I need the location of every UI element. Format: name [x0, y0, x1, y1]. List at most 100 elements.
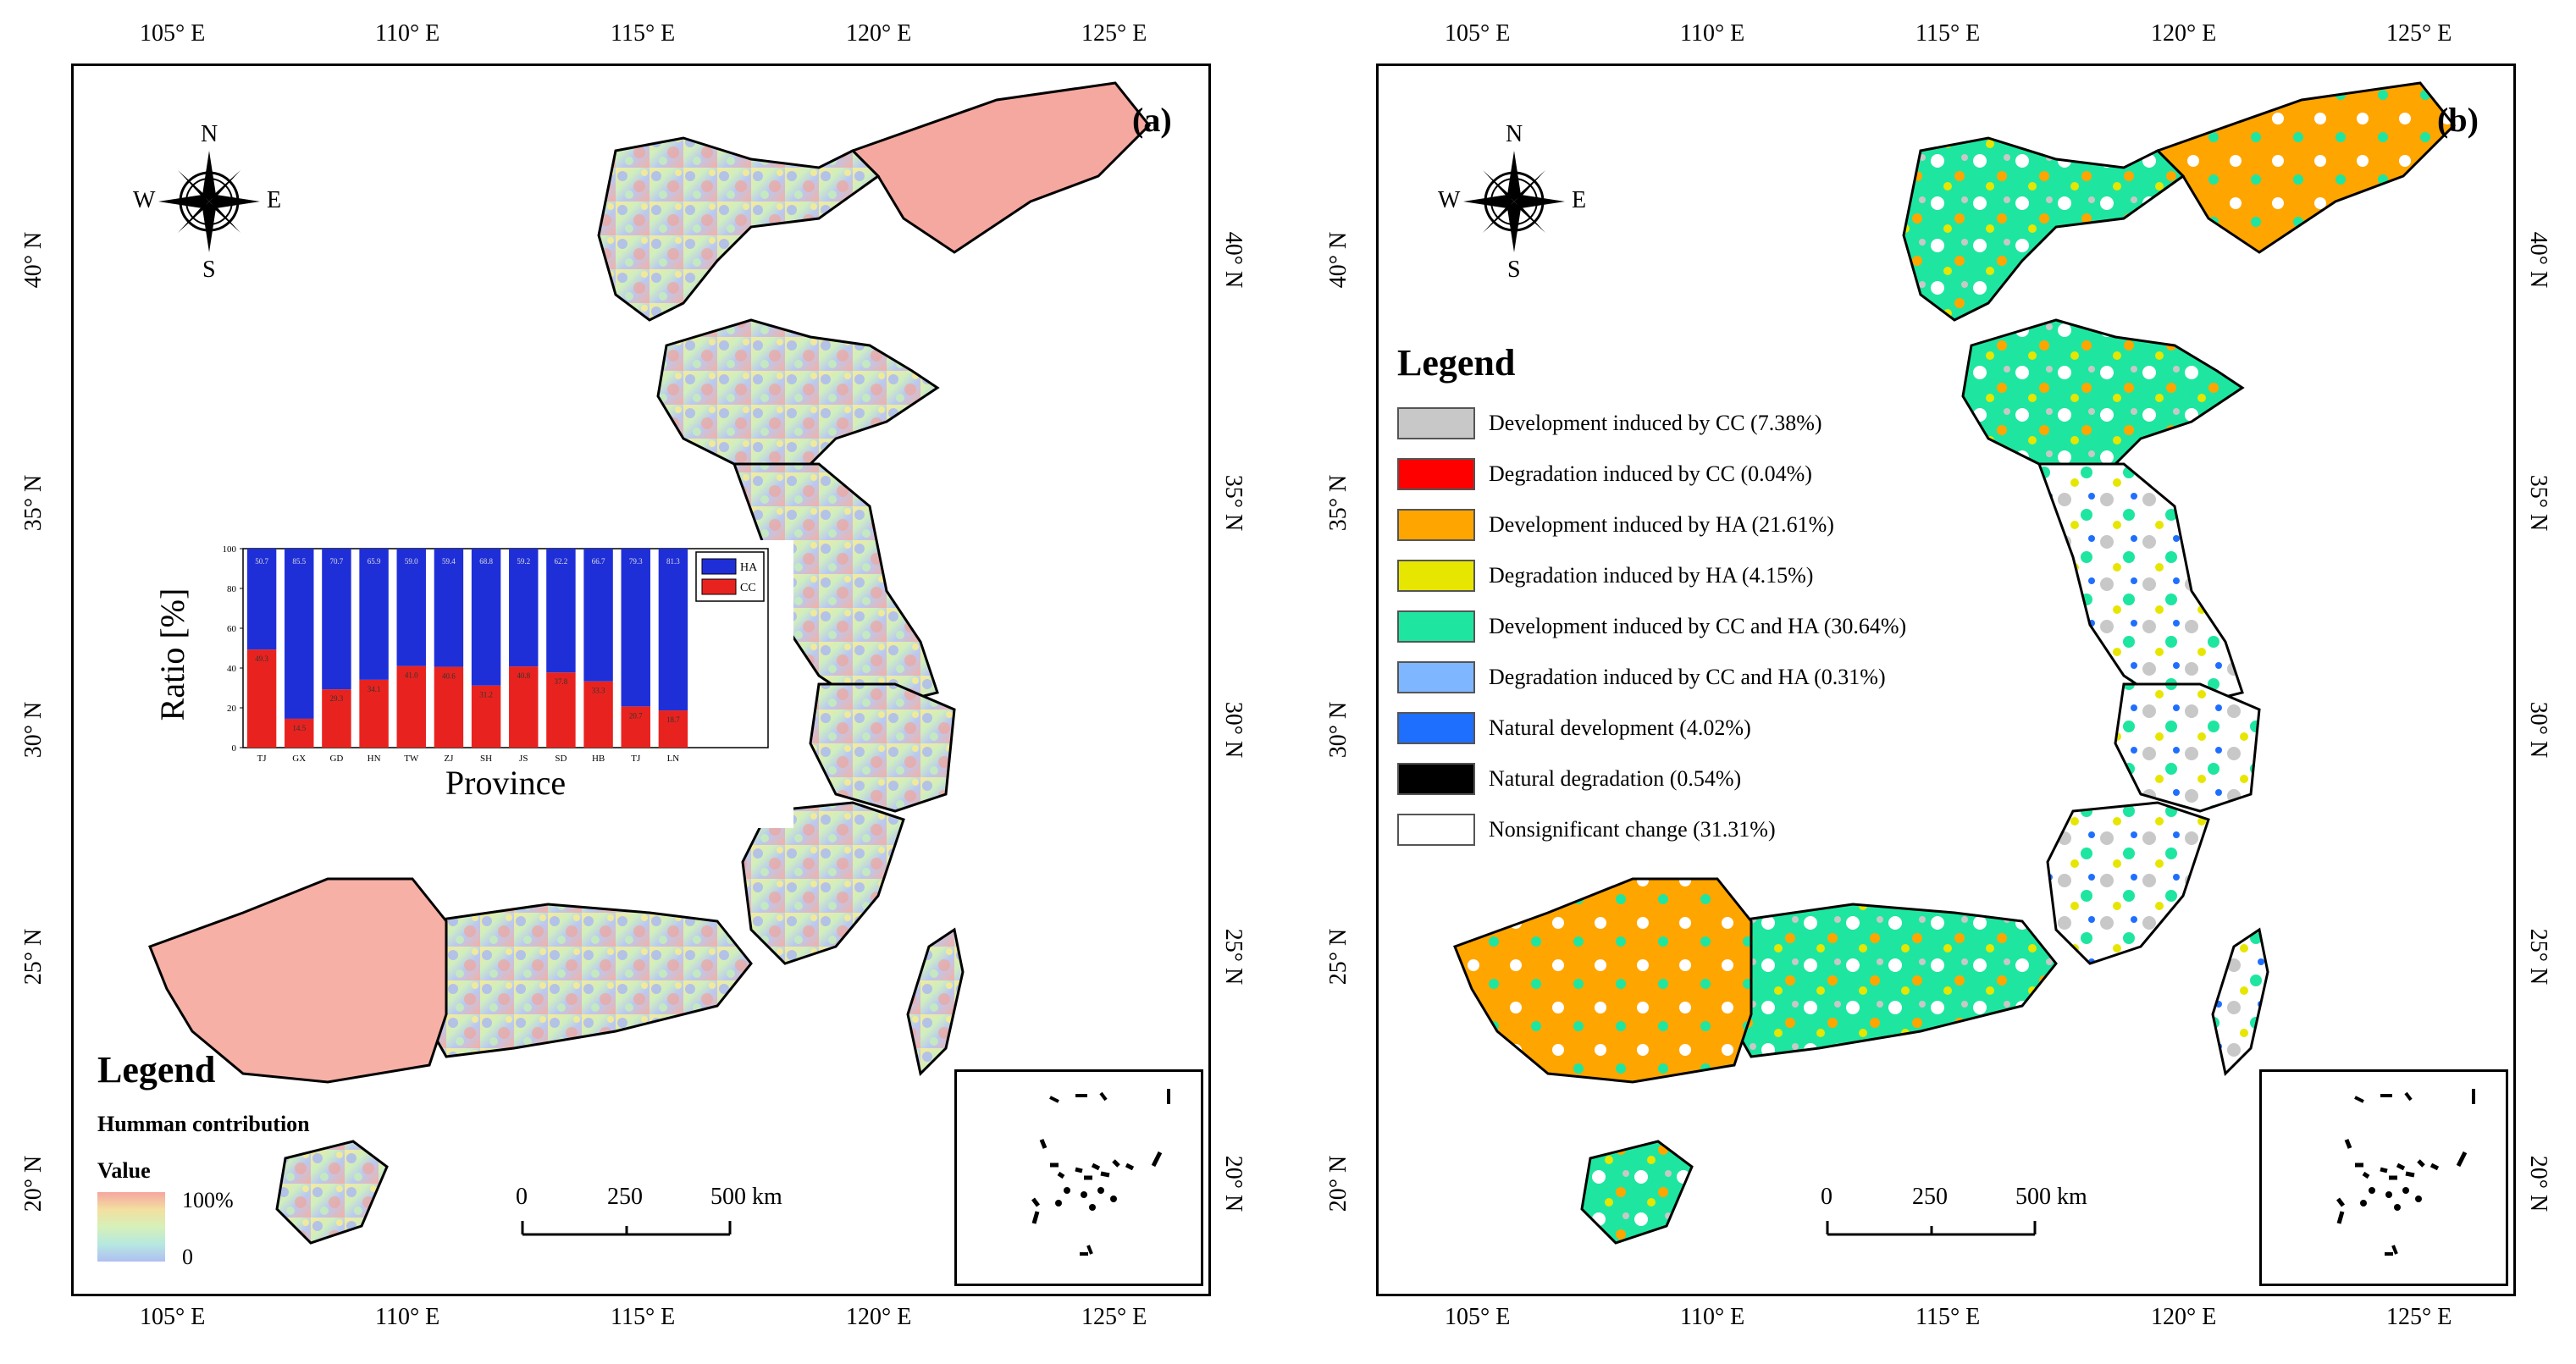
- chart-bar-cc: [621, 706, 650, 748]
- legend-item-label: Development induced by CC (7.38%): [1489, 411, 1822, 435]
- compass-n: N: [1506, 121, 1523, 147]
- lat-label-right: 20° N: [1220, 1155, 1247, 1212]
- lat-label-left: 25° N: [1325, 928, 1352, 986]
- legend-swatch: [1397, 661, 1475, 693]
- lon-label-top: 115° E: [1915, 20, 1981, 47]
- lon-label-top: 115° E: [611, 20, 676, 47]
- hainan-island: [1580, 1140, 1694, 1245]
- chart-value-label-cc: 33.3: [592, 687, 605, 695]
- legend-item-label: Natural degradation (0.54%): [1489, 766, 1742, 791]
- inset-islands: [2336, 1089, 2475, 1256]
- chart-bar-cc: [658, 710, 688, 748]
- chart-value-label-cc: 20.7: [629, 711, 643, 720]
- chart-y-ticks: 0 20 40 60 80 100: [223, 544, 243, 754]
- legend-item: Development induced by CC and HA (30.64%…: [1397, 608, 1906, 645]
- chart-bar-cc: [246, 649, 277, 748]
- chart-legend-ha-swatch: [701, 558, 737, 575]
- inset-islands: [1031, 1089, 1170, 1256]
- chart-bar-cc: [285, 718, 314, 748]
- lat-label-left: 35° N: [1325, 474, 1352, 532]
- coastal-china-map-b: [1453, 81, 2457, 1245]
- chart-legend-ha-label: HA: [740, 561, 758, 574]
- chart-bar-cc: [471, 685, 501, 748]
- legend-item-label: Degradation induced by CC (0.04%): [1489, 461, 1812, 486]
- chart-legend-cc-swatch: [701, 578, 737, 595]
- chart-x-tick-label: GX: [292, 754, 306, 764]
- chart-value-label-ha: 70.7: [330, 557, 344, 566]
- chart-value-label-ha: 85.5: [292, 557, 306, 566]
- legend-item: Degradation induced by HA (4.15%): [1397, 557, 1813, 594]
- chart-value-label-cc: 31.2: [479, 691, 493, 699]
- legend-item-label: Degradation induced by CC and HA (0.31%): [1489, 665, 1886, 689]
- chart-bar-cc: [322, 689, 351, 748]
- chart-plot-frame: [242, 548, 769, 748]
- panel-label: (a): [1132, 101, 1172, 139]
- compass-n: N: [201, 121, 218, 147]
- lon-label-top: 125° E: [1081, 20, 1147, 47]
- chart-bar-cc: [583, 681, 613, 748]
- lon-label-bottom: 110° E: [1680, 1304, 1745, 1330]
- compass-s: S: [202, 257, 216, 283]
- lat-label-left: 30° N: [1325, 701, 1352, 759]
- compass-e: E: [267, 187, 282, 213]
- liaoning-region: [850, 81, 1152, 254]
- map-panel-b: 105° E 110° E 115° E 120° E 125° E 105° …: [1325, 20, 2551, 1330]
- chart-x-axis-label: Province: [445, 764, 566, 802]
- compass-w: W: [133, 187, 156, 213]
- lon-label-top: 105° E: [140, 20, 206, 47]
- chart-value-label-ha: 65.9: [368, 557, 381, 566]
- legend-swatch: [1397, 610, 1475, 643]
- chart-bar-ha: [396, 549, 426, 666]
- zhejiang-region: [809, 682, 956, 813]
- legend-swatch: [1397, 560, 1475, 592]
- chart-value-label-cc: 40.6: [442, 672, 456, 681]
- legend-swatch: [1397, 712, 1475, 744]
- zhejiang-region: [2114, 682, 2261, 813]
- legend-item-label: Development induced by CC and HA (30.64%…: [1489, 614, 1907, 638]
- legend-item: Development induced by HA (21.61%): [1397, 506, 1834, 544]
- compass-w: W: [1438, 187, 1461, 213]
- legend-value-label: Value: [97, 1158, 151, 1183]
- scale-bar: [1826, 1221, 2037, 1236]
- lon-label-bottom: 120° E: [2151, 1304, 2217, 1330]
- lat-label-left: 30° N: [20, 701, 47, 759]
- chart-value-label-cc: 18.7: [666, 715, 680, 724]
- lat-label-left: 40° N: [20, 231, 47, 289]
- scale-label-250: 250: [607, 1184, 643, 1210]
- chart-bar-ha: [434, 549, 464, 667]
- chart-bar-ha: [621, 549, 650, 707]
- chart-y-tick-label: 20: [227, 704, 237, 714]
- chart-value-label-ha: 59.2: [517, 557, 530, 566]
- legend-subtitle: Humman contribution: [97, 1112, 310, 1136]
- chart-x-tick-label: SH: [480, 754, 492, 764]
- legend-item: Degradation induced by CC (0.04%): [1397, 456, 1812, 493]
- chart-bar-ha: [509, 549, 539, 667]
- chart-value-label-ha: 59.0: [405, 557, 418, 566]
- legend-title: Legend: [1397, 342, 1516, 384]
- chart-x-tick-label: GD: [329, 754, 343, 764]
- chart-x-tick-label: HN: [368, 754, 381, 764]
- south-china-sea-inset: [954, 1069, 1203, 1286]
- lon-label-top: 120° E: [2151, 20, 2217, 47]
- legend-min-value: 0: [182, 1245, 193, 1269]
- scale-label-500: 500 km: [710, 1184, 782, 1210]
- chart-bar-cc: [359, 679, 389, 748]
- chart-y-tick-label: 100: [223, 544, 237, 555]
- chart-x-tick-label: TJ: [631, 754, 641, 764]
- legend-max-value: 100%: [182, 1188, 234, 1212]
- liaoning-region: [2155, 81, 2457, 254]
- hebei-region: [597, 136, 881, 322]
- chart-value-label-cc: 37.8: [555, 677, 568, 686]
- scale-bar: [521, 1221, 732, 1236]
- chart-bar-cc: [509, 666, 539, 748]
- legend-swatch: [1397, 509, 1475, 541]
- shandong-region: [656, 318, 940, 474]
- lat-label-right: 35° N: [2525, 474, 2552, 532]
- chart-value-label-cc: 41.0: [405, 671, 418, 680]
- chart-bar-ha: [658, 549, 688, 711]
- scale-label-0: 0: [516, 1184, 528, 1210]
- lon-label-bottom: 115° E: [611, 1304, 676, 1330]
- map-panel-a: 105° E 110° E 115° E 120° E 125° E 105° …: [20, 20, 1247, 1330]
- legend-list: Development induced by CC (7.38%) Degrada…: [1379, 405, 2056, 879]
- fujian-region: [741, 801, 905, 965]
